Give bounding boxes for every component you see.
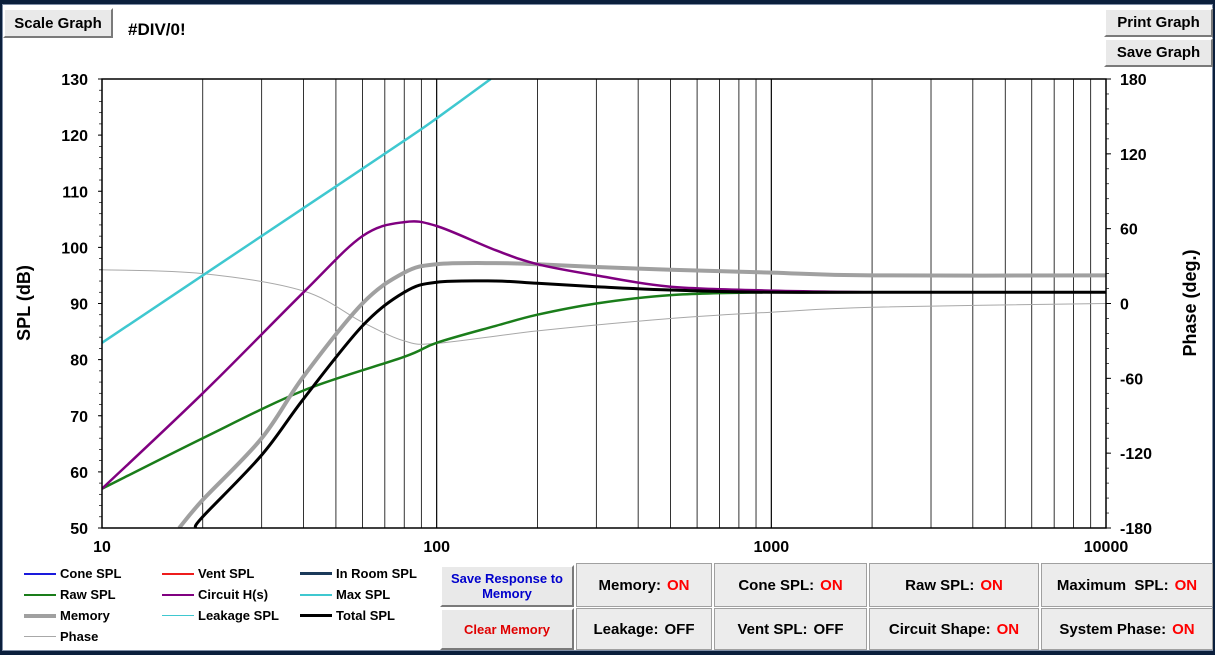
legend-item: In Room SPL <box>300 566 417 581</box>
legend-label: In Room SPL <box>336 566 417 581</box>
series-circuit-h-s--line <box>102 220 873 490</box>
leakage-toggle[interactable]: Leakage: OFF <box>576 608 712 650</box>
circuit-shape-toggle[interactable]: Circuit Shape: ON <box>869 608 1039 650</box>
maximum-spl-toggle[interactable]: Maximum SPL: ON <box>1041 563 1213 607</box>
legend-label: Vent SPL <box>198 566 255 581</box>
maximum-spl-label: Maximum SPL: <box>1056 576 1169 594</box>
error-text: #DIV/0! <box>128 20 186 39</box>
vent-spl-label: Vent SPL: <box>737 620 808 638</box>
legend-swatch <box>162 615 194 616</box>
legend-label: Memory <box>60 608 110 623</box>
y-tick-label: 70 <box>70 409 88 426</box>
series-max-spl-line <box>102 79 492 344</box>
legend-swatch <box>24 572 56 575</box>
series-memory-line <box>177 261 1106 528</box>
system-phase-toggle[interactable]: System Phase: ON <box>1041 608 1213 650</box>
y-tick-label: 110 <box>62 184 88 201</box>
legend-swatch <box>24 636 56 637</box>
maximum-spl-state: ON <box>1174 576 1198 594</box>
y-tick-label: 90 <box>70 297 88 314</box>
y2-axis-label: Phase (deg.) <box>1180 249 1200 356</box>
y-tick-label: 120 <box>61 128 88 145</box>
y2-tick-label: 180 <box>1120 72 1147 89</box>
x-tick-label: 10000 <box>1084 539 1129 556</box>
legend-swatch <box>300 572 332 575</box>
legend-label: Leakage SPL <box>198 608 279 623</box>
response-chart: 10 100 1000 10000 50 60 70 80 90 100 110 120 130 -180… <box>14 72 1200 556</box>
y-tick-label: 60 <box>70 465 88 482</box>
chart-series <box>102 79 1106 528</box>
cone-spl-toggle[interactable]: Cone SPL: ON <box>714 563 867 607</box>
chart-grid <box>202 79 1092 528</box>
save-graph-button[interactable]: Save Graph <box>1104 38 1213 67</box>
y-tick-label: 130 <box>61 72 88 89</box>
legend-item: Vent SPL <box>162 566 254 581</box>
legend-label: Raw SPL <box>60 587 116 602</box>
legend-swatch <box>24 593 56 596</box>
app-window <box>2 4 1213 651</box>
save-response-label: Save Response to Memory <box>451 571 563 601</box>
system-phase-state: ON <box>1172 620 1195 638</box>
y2-tick-label: 120 <box>1120 147 1147 164</box>
y-tick-label: 100 <box>61 240 88 257</box>
legend-item: Cone SPL <box>24 566 121 581</box>
y2-tick-label: -60 <box>1120 371 1143 388</box>
circuit-shape-label: Circuit Shape: <box>888 620 991 638</box>
memory-toggle[interactable]: Memory: ON <box>576 563 712 607</box>
series-total-spl-line <box>193 279 1106 528</box>
circuit-shape-state: ON <box>996 620 1020 638</box>
memory-state: ON <box>667 576 690 594</box>
legend-item: Raw SPL <box>24 587 116 602</box>
leakage-label: Leakage: <box>593 620 659 638</box>
legend-swatch <box>300 593 332 596</box>
y-tick-label: 50 <box>70 521 88 538</box>
y2-tick-label: 60 <box>1120 222 1138 239</box>
x-tick-label: 10 <box>93 539 111 556</box>
clear-memory-label: Clear Memory <box>464 621 550 637</box>
legend-swatch <box>162 572 194 575</box>
legend-item: Total SPL <box>300 608 395 623</box>
y-tick-label: 80 <box>70 353 88 370</box>
legend-swatch <box>24 613 56 618</box>
vent-spl-toggle[interactable]: Vent SPL: OFF <box>714 608 867 650</box>
legend-swatch <box>300 614 332 617</box>
vent-spl-state: OFF <box>813 620 844 638</box>
print-graph-button[interactable]: Print Graph <box>1104 8 1213 37</box>
legend-item: Phase <box>24 629 98 644</box>
chart-ticks: 10 100 1000 10000 50 60 70 80 90 100 110 120 130 -180… <box>61 72 1152 556</box>
memory-label: Memory: <box>598 576 661 594</box>
y2-tick-label: -120 <box>1120 446 1152 463</box>
clear-memory-button[interactable]: Clear Memory <box>440 608 574 650</box>
series-raw-spl-line <box>102 290 873 490</box>
raw-spl-label: Raw SPL: <box>905 576 975 594</box>
legend-item: Memory <box>24 608 110 623</box>
legend-label: Total SPL <box>336 608 395 623</box>
y-axis-label: SPL (dB) <box>14 265 34 341</box>
x-tick-label: 100 <box>423 539 450 556</box>
leakage-state: OFF <box>664 620 695 638</box>
raw-spl-toggle[interactable]: Raw SPL: ON <box>869 563 1039 607</box>
legend-label: Max SPL <box>336 587 391 602</box>
x-tick-label: 1000 <box>754 539 790 556</box>
legend-swatch <box>162 593 194 596</box>
y2-tick-label: -180 <box>1120 521 1152 538</box>
cone-spl-state: ON <box>820 576 843 594</box>
legend-label: Phase <box>60 629 99 644</box>
legend-label: Circuit H(s) <box>198 587 269 602</box>
series-phase-line <box>102 269 1106 345</box>
legend-label: Cone SPL <box>60 566 122 581</box>
scale-graph-button[interactable]: Scale Graph <box>3 8 113 38</box>
save-response-button[interactable]: Save Response to Memory <box>440 565 574 607</box>
raw-spl-state: ON <box>980 576 1003 594</box>
y2-tick-label: 0 <box>1120 297 1129 314</box>
legend-item: Leakage SPL <box>162 608 279 623</box>
cone-spl-label: Cone SPL: <box>738 576 815 594</box>
legend-item: Circuit H(s) <box>162 587 268 602</box>
legend-item: Max SPL <box>300 587 390 602</box>
system-phase-label: System Phase: <box>1059 620 1167 638</box>
